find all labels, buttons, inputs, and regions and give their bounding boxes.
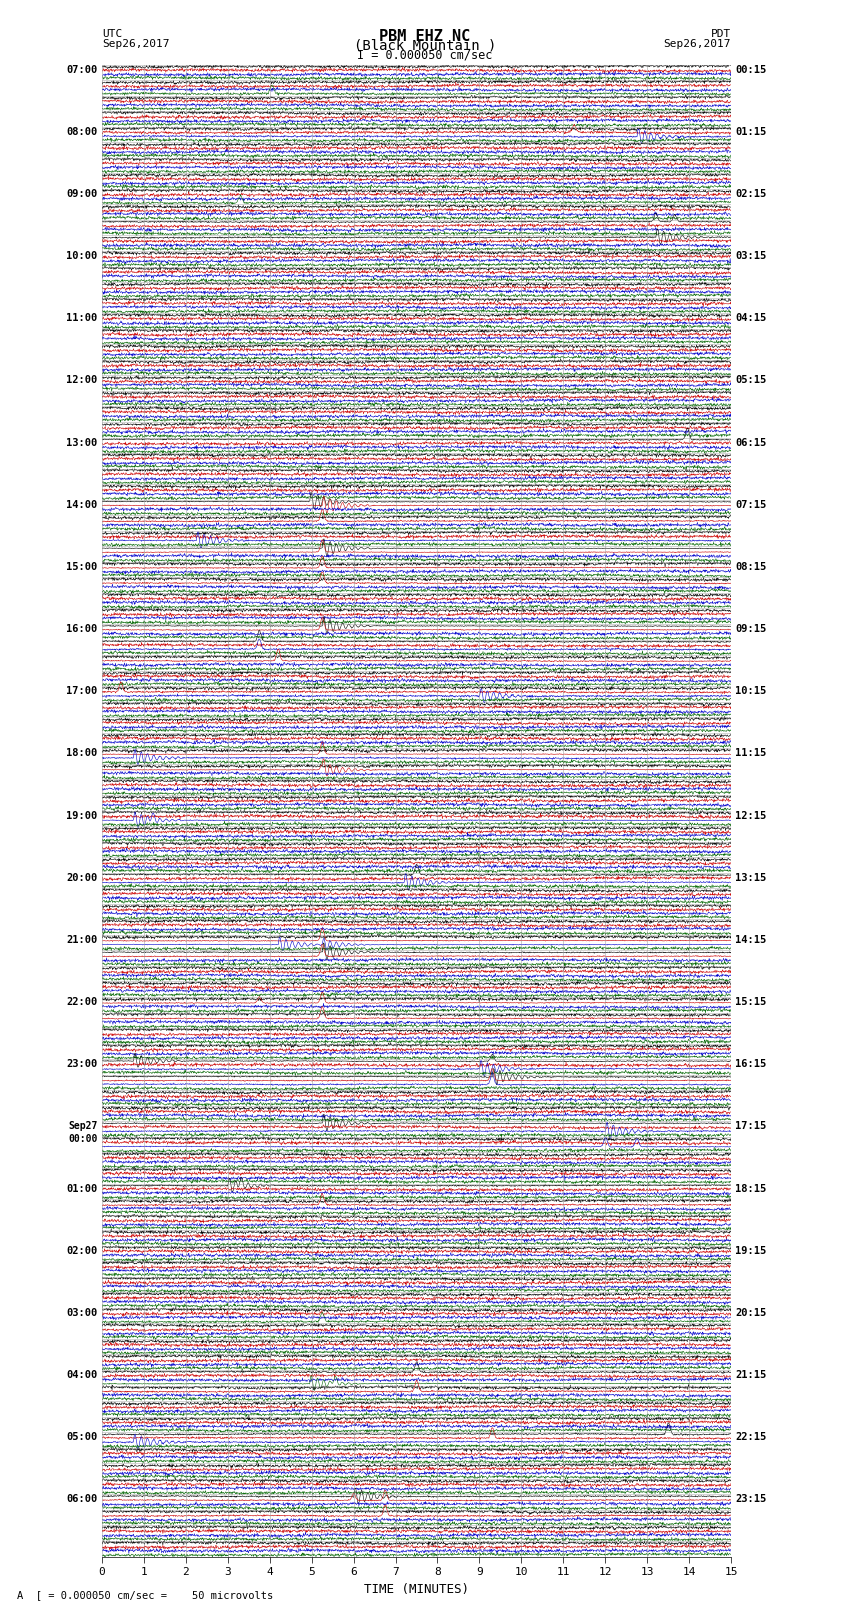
X-axis label: TIME (MINUTES): TIME (MINUTES) bbox=[364, 1582, 469, 1595]
Text: 01:15: 01:15 bbox=[735, 127, 767, 137]
Text: 10:00: 10:00 bbox=[66, 252, 98, 261]
Text: 15:00: 15:00 bbox=[66, 561, 98, 573]
Text: 18:15: 18:15 bbox=[735, 1184, 767, 1194]
Text: 16:00: 16:00 bbox=[66, 624, 98, 634]
Text: 20:00: 20:00 bbox=[66, 873, 98, 882]
Text: 03:15: 03:15 bbox=[735, 252, 767, 261]
Text: 13:00: 13:00 bbox=[66, 437, 98, 447]
Text: 04:00: 04:00 bbox=[66, 1369, 98, 1381]
Text: 01:00: 01:00 bbox=[66, 1184, 98, 1194]
Text: 09:15: 09:15 bbox=[735, 624, 767, 634]
Text: 05:00: 05:00 bbox=[66, 1432, 98, 1442]
Text: 00:15: 00:15 bbox=[735, 65, 767, 74]
Text: 23:00: 23:00 bbox=[66, 1060, 98, 1069]
Text: 11:00: 11:00 bbox=[66, 313, 98, 323]
Text: 02:00: 02:00 bbox=[66, 1245, 98, 1255]
Text: 05:15: 05:15 bbox=[735, 376, 767, 386]
Text: 16:15: 16:15 bbox=[735, 1060, 767, 1069]
Text: Sep26,2017: Sep26,2017 bbox=[102, 39, 169, 48]
Text: 06:15: 06:15 bbox=[735, 437, 767, 447]
Text: 09:00: 09:00 bbox=[66, 189, 98, 198]
Text: 17:00: 17:00 bbox=[66, 686, 98, 697]
Text: 22:00: 22:00 bbox=[66, 997, 98, 1007]
Text: 04:15: 04:15 bbox=[735, 313, 767, 323]
Text: 06:00: 06:00 bbox=[66, 1494, 98, 1505]
Text: 19:15: 19:15 bbox=[735, 1245, 767, 1255]
Text: A  [ = 0.000050 cm/sec =    50 microvolts: A [ = 0.000050 cm/sec = 50 microvolts bbox=[17, 1590, 273, 1600]
Text: 19:00: 19:00 bbox=[66, 810, 98, 821]
Text: UTC: UTC bbox=[102, 29, 122, 39]
Text: 21:00: 21:00 bbox=[66, 936, 98, 945]
Text: 07:15: 07:15 bbox=[735, 500, 767, 510]
Text: 21:15: 21:15 bbox=[735, 1369, 767, 1381]
Text: 02:15: 02:15 bbox=[735, 189, 767, 198]
Text: 07:00: 07:00 bbox=[66, 65, 98, 74]
Text: 13:15: 13:15 bbox=[735, 873, 767, 882]
Text: 23:15: 23:15 bbox=[735, 1494, 767, 1505]
Text: 10:15: 10:15 bbox=[735, 686, 767, 697]
Text: 11:15: 11:15 bbox=[735, 748, 767, 758]
Text: 03:00: 03:00 bbox=[66, 1308, 98, 1318]
Text: I = 0.000050 cm/sec: I = 0.000050 cm/sec bbox=[357, 48, 493, 61]
Text: (Black Mountain ): (Black Mountain ) bbox=[354, 39, 496, 53]
Text: Sep27: Sep27 bbox=[68, 1121, 98, 1131]
Text: 14:15: 14:15 bbox=[735, 936, 767, 945]
Text: 08:15: 08:15 bbox=[735, 561, 767, 573]
Text: 20:15: 20:15 bbox=[735, 1308, 767, 1318]
Text: 08:00: 08:00 bbox=[66, 127, 98, 137]
Text: 15:15: 15:15 bbox=[735, 997, 767, 1007]
Text: Sep26,2017: Sep26,2017 bbox=[664, 39, 731, 48]
Text: 18:00: 18:00 bbox=[66, 748, 98, 758]
Text: 17:15: 17:15 bbox=[735, 1121, 767, 1131]
Text: 22:15: 22:15 bbox=[735, 1432, 767, 1442]
Text: 12:15: 12:15 bbox=[735, 810, 767, 821]
Text: PDT: PDT bbox=[711, 29, 731, 39]
Text: 14:00: 14:00 bbox=[66, 500, 98, 510]
Text: 12:00: 12:00 bbox=[66, 376, 98, 386]
Text: 00:00: 00:00 bbox=[68, 1134, 98, 1144]
Text: PBM EHZ NC: PBM EHZ NC bbox=[379, 29, 471, 44]
